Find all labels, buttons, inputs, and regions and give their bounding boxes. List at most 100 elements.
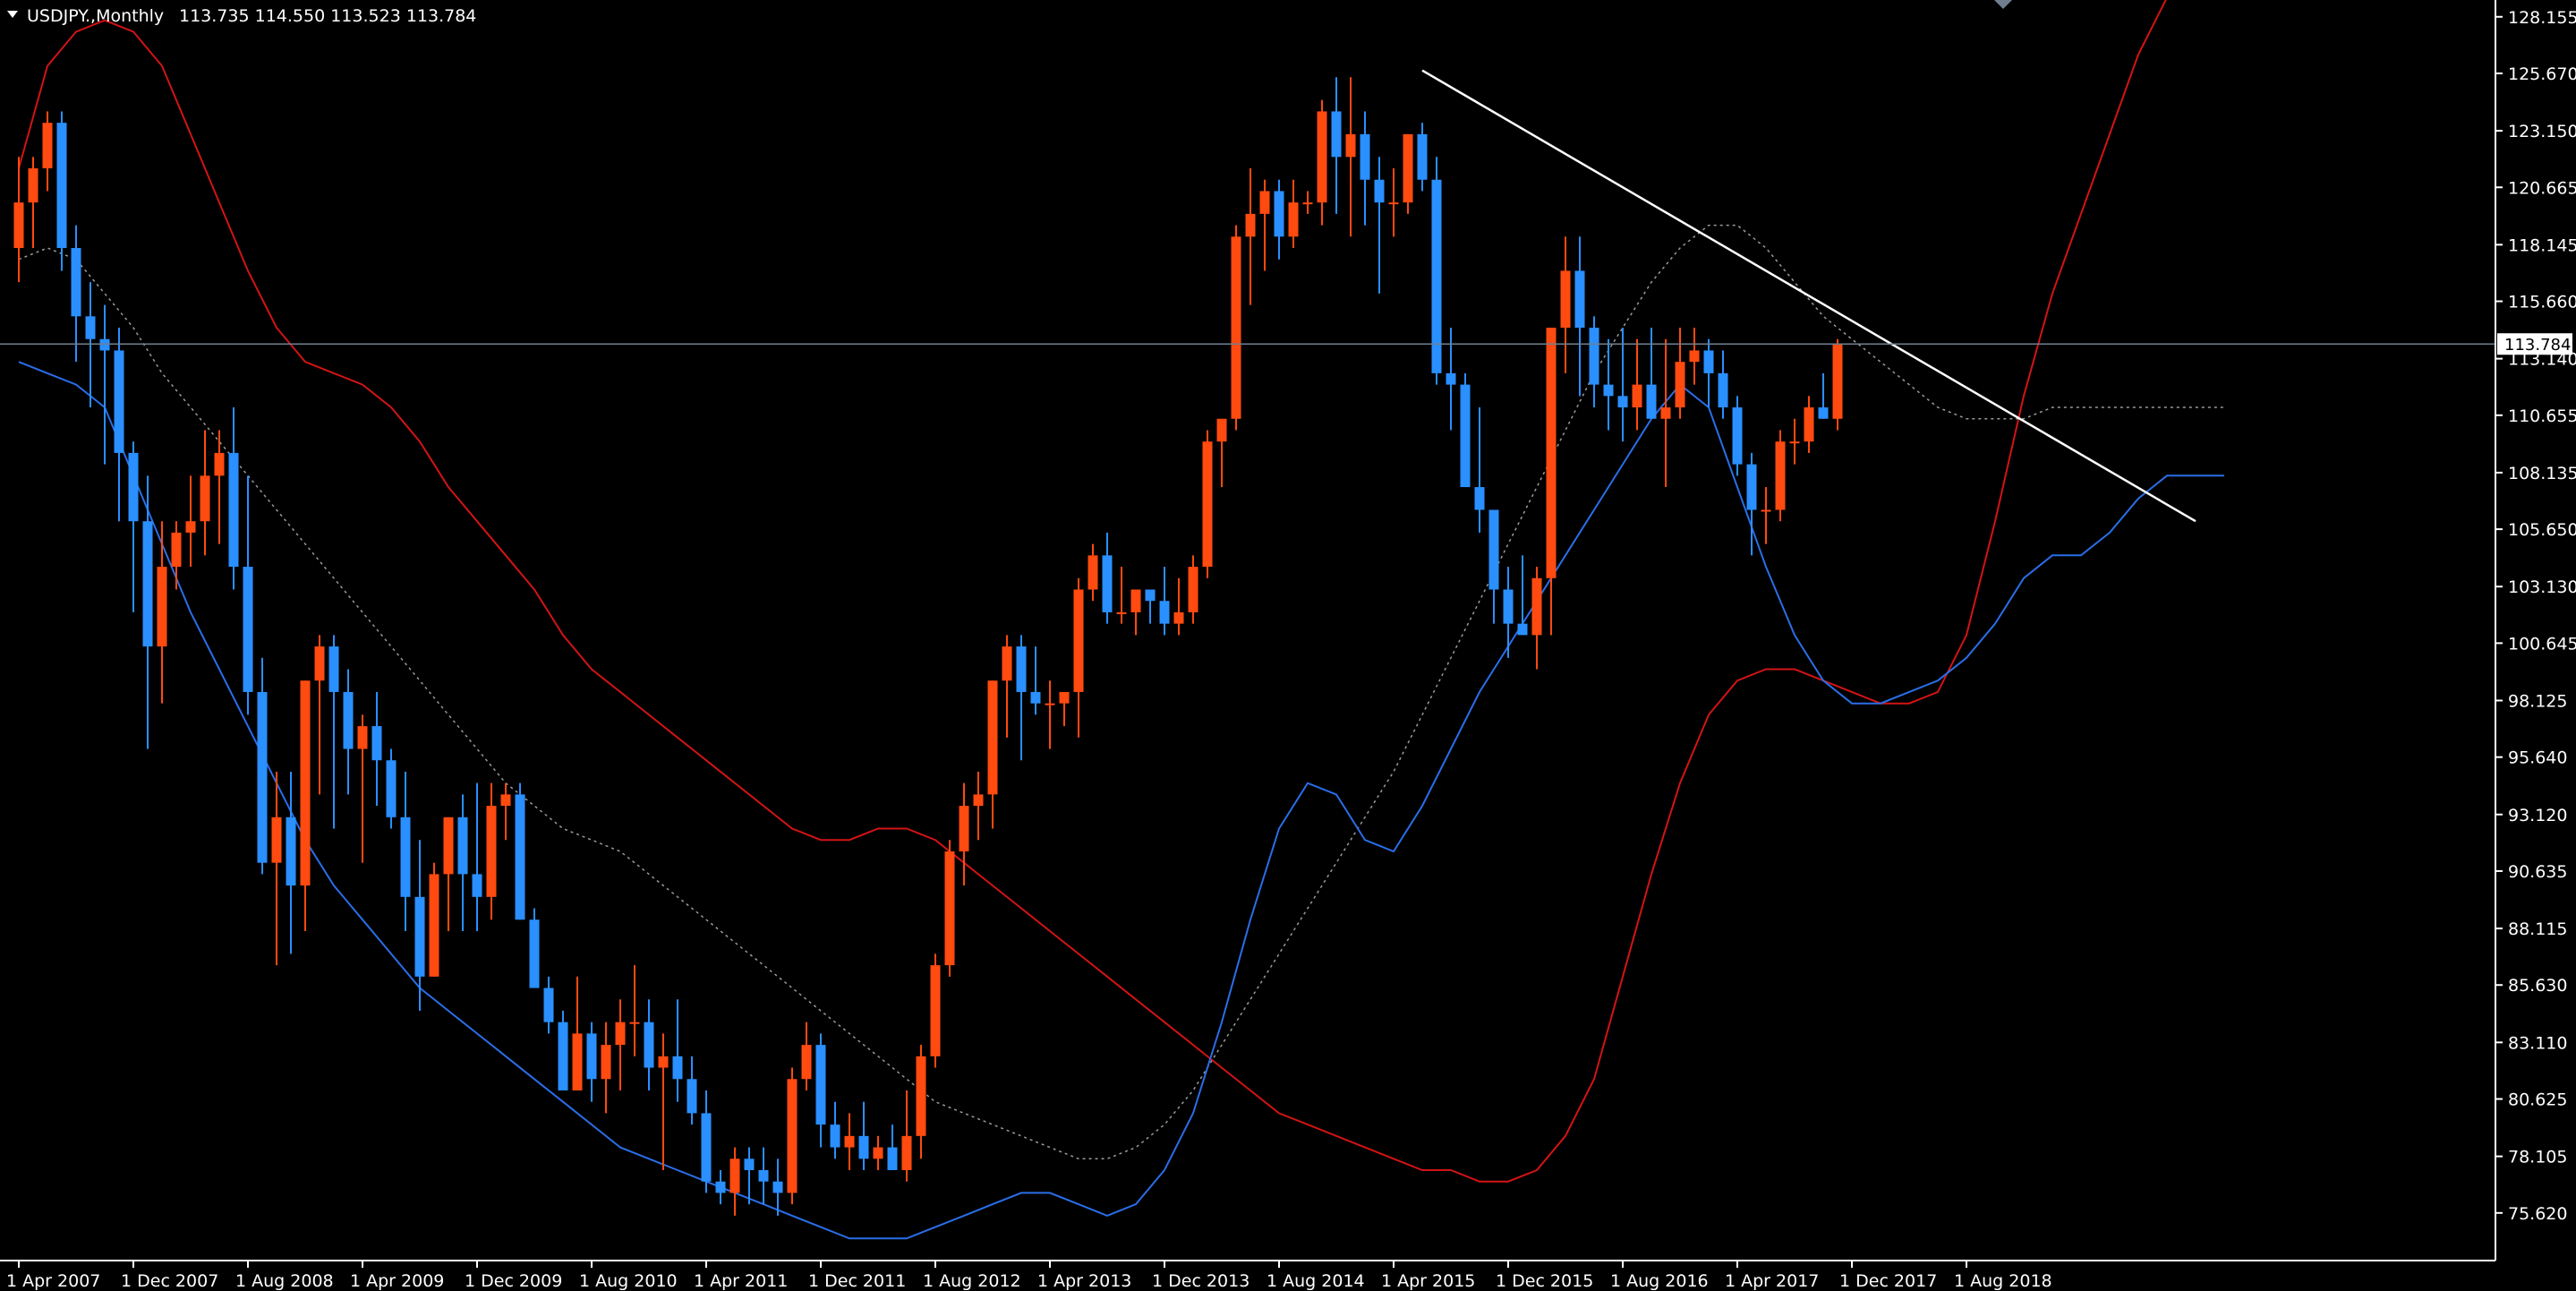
candle[interactable]	[1474, 407, 1485, 533]
candle[interactable]	[114, 328, 124, 522]
candle[interactable]	[1646, 328, 1657, 419]
candle[interactable]	[286, 771, 296, 954]
candle[interactable]	[1617, 328, 1628, 442]
candle[interactable]	[858, 1101, 869, 1170]
candle[interactable]	[543, 976, 554, 1034]
candle[interactable]	[515, 782, 525, 920]
candle[interactable]	[1317, 99, 1327, 226]
candle[interactable]	[1345, 77, 1356, 237]
candle[interactable]	[1030, 646, 1041, 715]
candle[interactable]	[916, 1045, 926, 1159]
candle[interactable]	[873, 1135, 883, 1170]
candle[interactable]	[314, 635, 325, 795]
candle[interactable]	[1231, 225, 1241, 431]
candle[interactable]	[457, 794, 468, 931]
candle[interactable]	[1360, 111, 1370, 226]
candle[interactable]	[85, 282, 96, 408]
candle[interactable]	[572, 976, 583, 1090]
candle[interactable]	[1488, 509, 1499, 624]
candle[interactable]	[1761, 487, 1771, 544]
candle[interactable]	[185, 475, 196, 568]
candle[interactable]	[500, 782, 511, 841]
candle[interactable]	[1073, 577, 1084, 738]
candle[interactable]	[1804, 396, 1814, 453]
candle[interactable]	[901, 1090, 912, 1182]
candle[interactable]	[1560, 236, 1571, 373]
candle[interactable]	[243, 475, 253, 715]
candle[interactable]	[1331, 77, 1342, 214]
candle[interactable]	[400, 771, 411, 931]
candle[interactable]	[1775, 430, 1786, 522]
candle[interactable]	[300, 680, 311, 931]
candle[interactable]	[1274, 179, 1284, 260]
candle[interactable]	[42, 111, 53, 192]
candle[interactable]	[271, 771, 282, 966]
candle[interactable]	[1746, 452, 1757, 556]
candle[interactable]	[1202, 430, 1213, 578]
candle[interactable]	[1130, 589, 1141, 636]
candle[interactable]	[1789, 418, 1800, 465]
candle[interactable]	[787, 1067, 798, 1205]
dropdown-triangle-icon[interactable]	[7, 11, 18, 18]
candle[interactable]	[1288, 179, 1299, 249]
candle[interactable]	[1403, 133, 1413, 214]
scroll-shift-marker-icon[interactable]	[1994, 0, 2012, 9]
candle[interactable]	[228, 407, 239, 590]
candle[interactable]	[1159, 567, 1170, 636]
candle[interactable]	[1603, 338, 1614, 431]
candle[interactable]	[1259, 179, 1270, 271]
candle[interactable]	[99, 304, 110, 465]
candle[interactable]	[744, 1147, 755, 1205]
candle[interactable]	[1045, 680, 1055, 749]
candle[interactable]	[687, 1056, 697, 1125]
candle[interactable]	[1145, 589, 1156, 624]
candle[interactable]	[529, 908, 540, 988]
candle[interactable]	[1718, 350, 1728, 419]
candle[interactable]	[658, 1033, 669, 1170]
candle[interactable]	[1503, 567, 1514, 658]
candle[interactable]	[1245, 168, 1256, 305]
candle[interactable]	[71, 225, 81, 363]
candle[interactable]	[801, 1022, 812, 1090]
candle[interactable]	[944, 840, 955, 977]
candle[interactable]	[371, 691, 382, 807]
candle[interactable]	[200, 430, 210, 556]
candle[interactable]	[1431, 157, 1442, 385]
candle[interactable]	[1546, 328, 1557, 636]
candle[interactable]	[701, 1090, 712, 1193]
candle[interactable]	[28, 157, 38, 249]
candle[interactable]	[472, 782, 482, 931]
candle[interactable]	[830, 1101, 840, 1159]
candle[interactable]	[715, 1169, 726, 1205]
candle[interactable]	[429, 862, 439, 977]
candle[interactable]	[601, 1022, 611, 1114]
candle[interactable]	[142, 475, 153, 749]
candle[interactable]	[1574, 236, 1585, 397]
candle[interactable]	[157, 521, 167, 704]
candle[interactable]	[1116, 567, 1127, 624]
candle[interactable]	[343, 669, 354, 795]
candle[interactable]	[815, 1033, 826, 1148]
candle[interactable]	[1832, 338, 1843, 431]
candle[interactable]	[386, 748, 397, 829]
candle[interactable]	[629, 965, 640, 1056]
candle[interactable]	[959, 782, 969, 886]
candle[interactable]	[328, 635, 339, 829]
candle[interactable]	[13, 157, 24, 283]
candle[interactable]	[772, 1158, 783, 1216]
candle[interactable]	[1302, 191, 1313, 214]
candle[interactable]	[214, 430, 225, 544]
candle[interactable]	[615, 999, 626, 1090]
candle[interactable]	[758, 1147, 769, 1205]
candle[interactable]	[1002, 635, 1012, 738]
candle[interactable]	[672, 999, 683, 1102]
candle[interactable]	[128, 441, 139, 612]
candle[interactable]	[844, 1113, 855, 1170]
candle[interactable]	[987, 680, 998, 829]
candle[interactable]	[558, 1010, 568, 1090]
candle[interactable]	[1446, 328, 1456, 431]
candle[interactable]	[1388, 168, 1399, 237]
candle[interactable]	[1374, 157, 1385, 294]
candle[interactable]	[257, 657, 268, 875]
candle[interactable]	[171, 521, 182, 590]
